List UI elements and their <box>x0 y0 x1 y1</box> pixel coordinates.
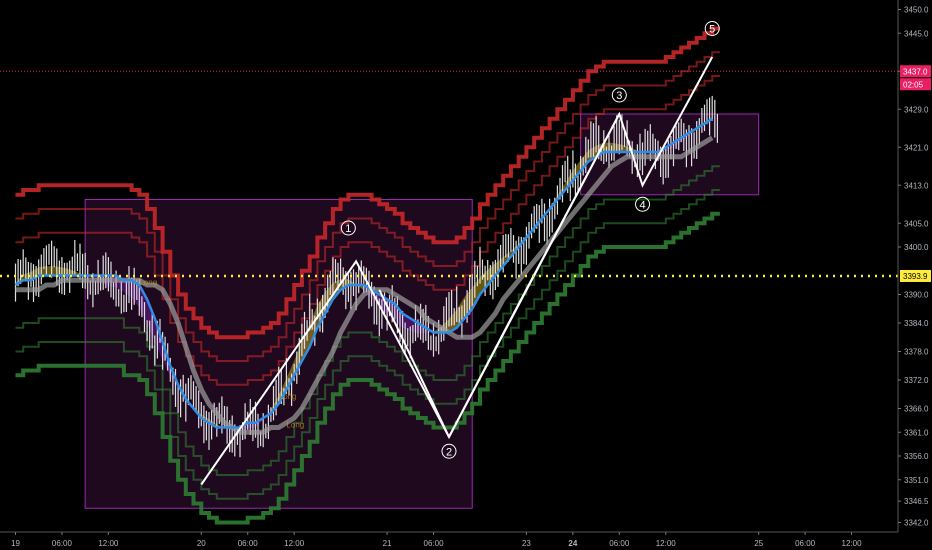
cloud-segment <box>565 170 573 190</box>
y-tick-label: 3356.0 <box>904 452 929 461</box>
cloud-segment <box>309 305 318 347</box>
y-tick-label: 3400.0 <box>904 243 929 252</box>
upper-band-2 <box>15 51 720 362</box>
cloud-segment <box>54 266 62 276</box>
cloud-segment <box>603 142 612 152</box>
impulse-line-1[interactable] <box>378 289 450 438</box>
cloud-segment <box>270 395 279 414</box>
lower-band-3 <box>15 165 720 476</box>
cloud-segment <box>394 304 403 328</box>
cloud-segment <box>294 340 302 376</box>
cloud-segment <box>61 267 70 276</box>
wave-label-5: 5 <box>709 24 715 36</box>
lower-band-1 <box>15 211 720 525</box>
wave-label-4: 4 <box>639 199 645 211</box>
wave-label-circle-4 <box>635 196 651 212</box>
x-tick-label: 25 <box>754 539 763 548</box>
y-tick-label: 3361.0 <box>904 428 929 437</box>
y-tick-label: 3372.0 <box>904 376 929 385</box>
y-tick-label: 3384.0 <box>904 319 929 328</box>
impulse-line-2[interactable] <box>448 303 520 438</box>
y-tick-label: 3378.0 <box>904 348 929 357</box>
cloud-segment <box>38 266 47 276</box>
y-tick-label: 3413.0 <box>904 181 929 190</box>
long-signal-label: Long <box>139 278 157 287</box>
y-tick-label: 3346.5 <box>904 497 929 506</box>
current-price-tag-bg <box>900 65 931 78</box>
wave-label-circle-5 <box>704 21 720 36</box>
x-tick-label: 06:00 <box>52 539 73 548</box>
wave-label-circle-3 <box>611 87 627 103</box>
cloud-segment <box>154 318 163 360</box>
cloud-segment <box>278 378 287 404</box>
x-tick-label: 06:00 <box>609 539 630 548</box>
y-tick-label: 3429.0 <box>904 105 929 114</box>
cloud-segment <box>611 142 620 152</box>
y-tick-label: 3405.0 <box>904 219 929 228</box>
cloud-segment <box>325 282 333 314</box>
cloud-segment <box>247 422 256 429</box>
x-tick-label: 23 <box>522 539 531 548</box>
x-tick-label: 06:00 <box>424 539 445 548</box>
cloud-segment <box>23 271 31 281</box>
x-tick-label: 06:00 <box>795 539 816 548</box>
long-signal-label: Long <box>286 421 304 430</box>
y-tick-label: 3342.0 <box>904 519 929 528</box>
lower-band-2 <box>15 189 720 500</box>
cloud-segment <box>472 277 480 309</box>
cloud-segment <box>69 269 78 276</box>
long-signal-label: Long <box>279 392 297 401</box>
wave-label-1: 1 <box>345 223 351 235</box>
cloud-segment <box>495 257 504 276</box>
level-price-tag: 3393.9 <box>903 272 928 281</box>
cloud-segment <box>379 294 388 315</box>
y-tick-label: 3445.0 <box>904 29 929 38</box>
wave-label-circle-1 <box>340 220 356 236</box>
range-box-1[interactable] <box>84 199 473 509</box>
x-tick-label: 12:00 <box>98 539 119 548</box>
x-tick-label: 24 <box>568 539 577 548</box>
wave-label-2: 2 <box>446 446 452 458</box>
countdown-tag: 02:05 <box>903 80 924 89</box>
x-tick-label: 19 <box>11 539 20 548</box>
x-tick-label: 12:00 <box>284 539 305 548</box>
wave-label-circle-2 <box>441 443 457 459</box>
y-tick-label: 3351.0 <box>904 476 929 485</box>
countdown-tag-bg <box>900 78 931 91</box>
current-price-tag: 3437.0 <box>903 67 928 76</box>
cloud-segment <box>263 409 271 421</box>
y-tick-label: 3366.0 <box>904 405 929 414</box>
x-tick-label: 06:00 <box>238 539 259 548</box>
cloud-segment <box>147 299 155 342</box>
x-tick-label: 20 <box>197 539 206 548</box>
cloud-segment <box>286 360 295 390</box>
cloud-segment <box>619 144 628 152</box>
cloud-segment <box>301 323 310 361</box>
impulse-line-3[interactable] <box>517 113 621 305</box>
cloud-segment <box>139 285 148 324</box>
x-tick-label: 21 <box>383 539 392 548</box>
y-tick-label: 3450.0 <box>904 6 929 15</box>
y-tick-label: 3421.0 <box>904 143 929 152</box>
cloud-segment <box>46 266 55 276</box>
x-tick-label: 12:00 <box>656 539 677 548</box>
level-price-tag-bg <box>900 269 931 282</box>
wave-label-3: 3 <box>616 90 622 102</box>
y-tick-label: 3390.0 <box>904 291 929 300</box>
upper-band-1 <box>15 26 720 340</box>
x-tick-label: 12:00 <box>842 539 863 548</box>
